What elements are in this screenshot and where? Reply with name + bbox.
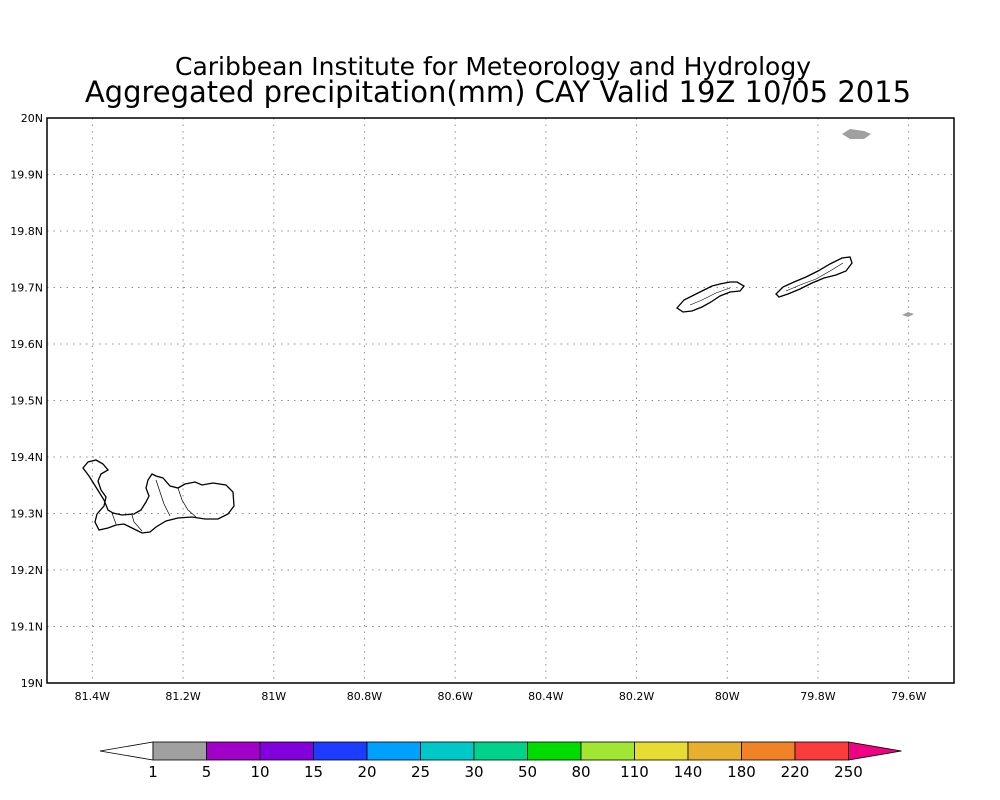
colorbar-label: 25 [411, 763, 430, 781]
lon-tick-label: 80W [715, 690, 740, 703]
institute-title: Caribbean Institute for Meteorology and … [175, 52, 811, 81]
precipitation-patch-2 [902, 312, 914, 317]
colorbar-label: 50 [518, 763, 537, 781]
colorbar-below-triangle [99, 741, 154, 761]
cayman-brac-outline [775, 256, 853, 298]
grand-cayman-district-line [177, 487, 197, 518]
colorbar-segment [259, 741, 314, 761]
lat-tick-label: 19.5N [10, 395, 43, 408]
colorbar-segment [152, 741, 207, 761]
colorbar-label: 220 [781, 763, 810, 781]
grid-lines [47, 118, 954, 683]
lon-tick-label: 80.8W [347, 690, 382, 703]
grand-cayman-outline [82, 459, 235, 534]
colorbar-label: 1 [148, 763, 158, 781]
colorbar-segment [420, 741, 475, 761]
lat-tick-label: 19.9N [10, 169, 43, 182]
lat-tick-label: 19.8N [10, 225, 43, 238]
lon-tick-label: 80.2W [619, 690, 654, 703]
colorbar-label: 10 [250, 763, 269, 781]
map-frame [46, 117, 955, 684]
lat-tick-label: 19.4N [10, 451, 43, 464]
colorbar-label: 5 [202, 763, 212, 781]
colorbar-label: 30 [464, 763, 483, 781]
colorbar-label: 140 [674, 763, 703, 781]
lon-tick-label: 79.6W [891, 690, 926, 703]
lon-tick-label: 80.6W [437, 690, 472, 703]
colorbar-segment [687, 741, 742, 761]
little-cayman-inner [689, 287, 731, 306]
lat-tick-label: 19.6N [10, 338, 43, 351]
colorbar-segment [313, 741, 368, 761]
little-cayman-outline [676, 281, 745, 313]
lon-tick-label: 81W [261, 690, 286, 703]
colorbar-label: 20 [357, 763, 376, 781]
colorbar-segment [527, 741, 582, 761]
colorbar-label: 110 [620, 763, 649, 781]
map-title: Aggregated precipitation(mm) CAY Valid 1… [85, 75, 911, 109]
coastlines [82, 256, 853, 534]
colorbar-segment [206, 741, 261, 761]
colorbar-segment [794, 741, 849, 761]
lat-tick-label: 19.3N [10, 508, 43, 521]
colorbar-label: 250 [834, 763, 863, 781]
lat-tick-label: 19.2N [10, 564, 43, 577]
precipitation-areas [842, 129, 914, 317]
lat-tick-label: 20N [21, 112, 43, 125]
colorbar-segment [366, 741, 421, 761]
precipitation-patch-1 [842, 129, 871, 139]
lon-tick-label: 80.4W [528, 690, 563, 703]
colorbar: 1 5 10 15 20 25 30 50 80 110 140 180 220 250 [99, 741, 902, 781]
colorbar-label: 180 [727, 763, 756, 781]
colorbar-above-triangle [848, 741, 902, 761]
axis-tick-labels: 81.4W 81.2W 81W 80.8W 80.6W 80.4W 80.2W 80W 79.8… [10, 112, 926, 703]
colorbar-label: 15 [304, 763, 323, 781]
lat-tick-label: 19N [21, 677, 43, 690]
colorbar-segment [580, 741, 635, 761]
lon-tick-label: 81.4W [75, 690, 110, 703]
colorbar-segment [634, 741, 689, 761]
colorbar-segment [473, 741, 528, 761]
colorbar-segment [741, 741, 796, 761]
colorbar-label: 80 [571, 763, 590, 781]
grand-cayman-district-line [131, 514, 143, 532]
lat-tick-label: 19.7N [10, 282, 43, 295]
lon-tick-label: 79.8W [800, 690, 835, 703]
cayman-brac-inner [785, 262, 844, 292]
lon-tick-label: 81.2W [165, 690, 200, 703]
grand-cayman-district-line [111, 512, 117, 525]
grand-cayman-district-line [155, 479, 171, 517]
lat-tick-label: 19.1N [10, 621, 43, 634]
